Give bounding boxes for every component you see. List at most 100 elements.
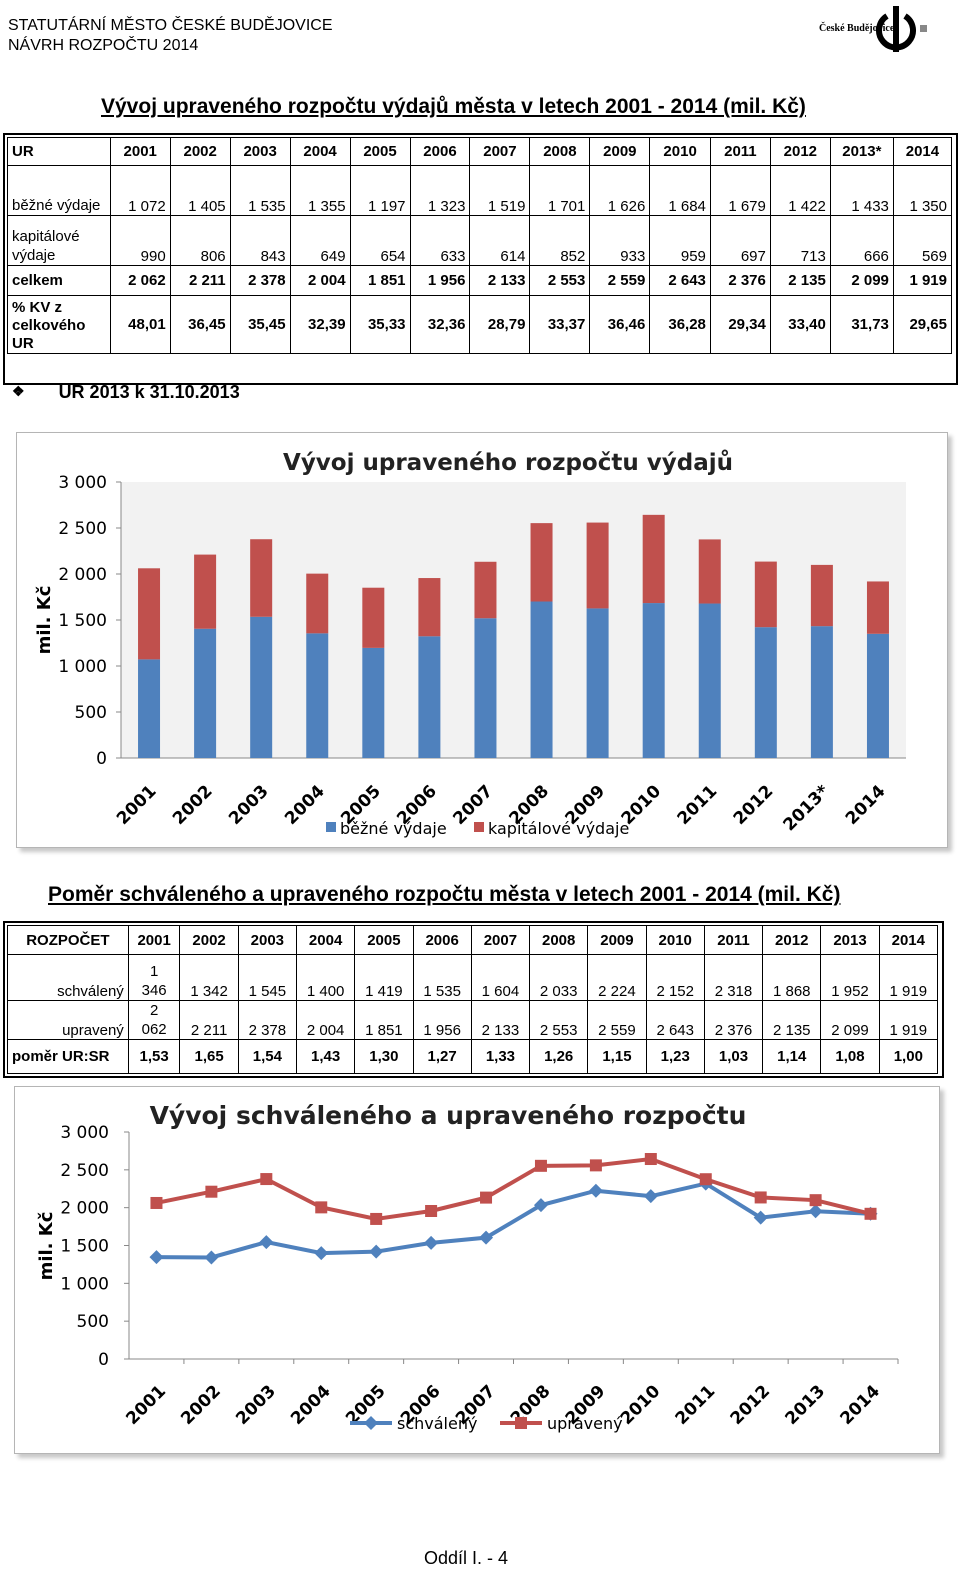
table-header-cell: 2009 — [589, 137, 651, 166]
table-cell: 2 378 — [237, 1000, 297, 1040]
row-label: % KV z celkového UR — [7, 295, 111, 354]
chart-budget-frame — [14, 1086, 940, 1454]
table-cell: 1 956 — [409, 265, 471, 296]
table-row: běžné výdaje 1 072 1 405 1 535 1 355 1 197 1 3… — [7, 165, 953, 216]
table-cell: 959 — [649, 215, 711, 266]
table-cell: 1,15 — [587, 1039, 647, 1074]
table-cell: 35,33 — [349, 295, 411, 354]
table-header-cell: 2008 — [529, 925, 589, 955]
ratio-table: ROZPOČET 2001 2002 2003 2004 2005 2006 2007 2008… — [7, 925, 939, 1074]
table-cell: 2 378 — [229, 265, 291, 296]
table-header-row: ROZPOČET 2001 2002 2003 2004 2005 2006 2007 2008… — [7, 925, 939, 955]
table-cell: 1 545 — [237, 954, 297, 1001]
table2-frame — [3, 921, 944, 1078]
table-cell: 28,79 — [469, 295, 531, 354]
note-text: UR 2013 k 31.10.2013 — [58, 382, 240, 402]
expenditure-table: UR 2001 2002 2003 2004 2005 2006 2007 2008 2009 20… — [7, 137, 953, 354]
row-label: schválený — [7, 954, 129, 1001]
table-cell: 1,33 — [470, 1039, 531, 1074]
cell-line: 1 — [149, 963, 159, 980]
table-cell: 1 535 — [229, 165, 291, 216]
row-label: kapitálové výdaje — [7, 215, 111, 266]
table-header-cell: 2005 — [349, 137, 411, 166]
table-cell: 1 701 — [529, 165, 591, 216]
table-cell: 1 355 — [289, 165, 351, 216]
table-cell: 2 099 — [820, 1000, 880, 1040]
table-cell: 29,65 — [892, 295, 953, 354]
table-header-cell: 2002 — [179, 925, 239, 955]
table-cell: 2 135 — [762, 1000, 822, 1040]
table-header-cell: 2012 — [762, 925, 822, 955]
table-header-cell: 2011 — [709, 137, 771, 166]
table-cell: 1 604 — [470, 954, 531, 1001]
table-cell: 1 868 — [762, 954, 822, 1001]
table-header-cell: 2002 — [169, 137, 231, 166]
section2-title: Poměr schváleného a upraveného rozpočtu … — [48, 883, 841, 906]
cell-line: 346 — [141, 982, 167, 999]
table-header-cell: 2010 — [649, 137, 711, 166]
table-cell: 1 419 — [354, 954, 414, 1001]
table-cell: 933 — [589, 215, 651, 266]
table-cell: 713 — [769, 215, 831, 266]
table-cell: 654 — [349, 215, 411, 266]
table1-frame — [3, 133, 958, 385]
table-cell: 2 376 — [709, 265, 771, 296]
table-header-cell: 2001 — [109, 137, 171, 166]
table-row: kapitálové výdaje 990 806 843 649 654 633 614 85… — [7, 215, 953, 266]
diamond-bullet-icon: ❖ — [12, 383, 25, 399]
table-cell: 1,08 — [820, 1039, 880, 1074]
table-header-cell: 2009 — [587, 925, 647, 955]
table-header-row: UR 2001 2002 2003 2004 2005 2006 2007 2008 2009 20… — [7, 137, 953, 166]
table-cell: 666 — [829, 215, 894, 266]
row-label: běžné výdaje — [7, 165, 111, 216]
table-cell: 1 433 — [829, 165, 894, 216]
table-cell: 1 405 — [169, 165, 231, 216]
table-row: celkem 2 062 2 211 2 378 2 004 1 851 1 956 2 13… — [7, 265, 953, 296]
table-cell: 1 919 — [878, 1000, 939, 1040]
table-cell: 36,45 — [169, 295, 231, 354]
table-cell: 2 643 — [645, 1000, 705, 1040]
table-cell: 2 553 — [529, 265, 591, 296]
table-cell: 614 — [469, 215, 531, 266]
table-cell: 2 099 — [829, 265, 894, 296]
table-header-cell: 2007 — [469, 137, 531, 166]
table-cell: 1,14 — [762, 1039, 822, 1074]
table-cell: 1 072 — [109, 165, 171, 216]
table-cell: 1,54 — [237, 1039, 297, 1074]
table-cell: 1 535 — [412, 954, 472, 1001]
table-cell: 633 — [409, 215, 471, 266]
table-header-cell: 2010 — [645, 925, 705, 955]
table-cell: 2 133 — [470, 1000, 531, 1040]
table-header-cell: 2014 — [878, 925, 939, 955]
city-header: STATUTÁRNÍ MĚSTO ČESKÉ BUDĚJOVICE — [8, 17, 333, 34]
table-cell: 569 — [892, 215, 953, 266]
table-row: schválený 1 346 1 342 1 545 1 400 1 419 1 535 1 … — [7, 954, 939, 1001]
table-cell: 36,28 — [649, 295, 711, 354]
table-row: upravený 2 062 2 211 2 378 2 004 1 851 1 956 2 1… — [7, 1000, 939, 1040]
table-cell: 2 318 — [703, 954, 764, 1001]
table-cell: 36,46 — [589, 295, 651, 354]
logo-text: České Budějovice — [819, 23, 895, 34]
table-cell: 852 — [529, 215, 591, 266]
table-cell: 1 197 — [349, 165, 411, 216]
table-cell: 2 135 — [769, 265, 831, 296]
budget-header: NÁVRH ROZPOČTU 2014 — [8, 37, 199, 54]
table-cell: 1,26 — [529, 1039, 589, 1074]
table-cell: 29,34 — [709, 295, 771, 354]
table-cell: 1,65 — [179, 1039, 239, 1074]
table-header-cell: 2004 — [295, 925, 356, 955]
table-cell: 1 851 — [349, 265, 411, 296]
table-header-cell: 2007 — [470, 925, 531, 955]
table-cell: 2 559 — [587, 1000, 647, 1040]
row-label: upravený — [7, 1000, 129, 1040]
table-cell: 1 323 — [409, 165, 471, 216]
row-label: celkem — [7, 265, 111, 296]
city-logo: České Budějovice — [812, 4, 932, 56]
table-row: % KV z celkového UR 48,01 36,45 35,45 32,39 3… — [7, 295, 953, 354]
table-cell: 1,00 — [878, 1039, 939, 1074]
table-cell: 1 346 — [127, 954, 181, 1001]
table-header-cell: 2012 — [769, 137, 831, 166]
table-cell: 2 062 — [127, 1000, 181, 1040]
table-cell: 2 559 — [589, 265, 651, 296]
cell-line: 2 — [149, 1002, 159, 1019]
